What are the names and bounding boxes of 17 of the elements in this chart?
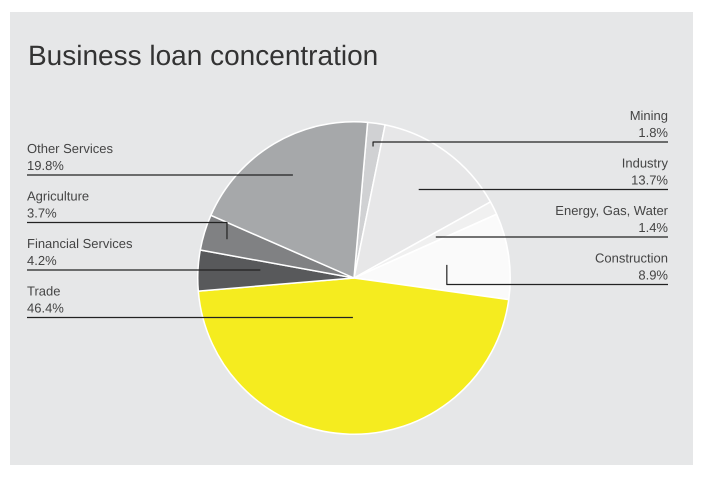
slice-label: Agriculture xyxy=(27,188,90,204)
slice-label: Construction xyxy=(595,250,668,266)
slice-label: Mining xyxy=(630,108,668,123)
slice-label: Trade xyxy=(27,284,60,298)
data-label: 1.4% xyxy=(638,220,668,235)
chart-title: Business loan concentration xyxy=(28,40,378,72)
data-label: 13.7% xyxy=(631,172,668,188)
slice-label: Industry xyxy=(622,156,668,170)
slice-label: Other Services xyxy=(27,141,114,156)
data-label: 46.4% xyxy=(27,300,64,316)
data-label: 1.8% xyxy=(638,125,668,140)
slice-label: Energy, Gas, Water xyxy=(555,203,669,218)
data-label: 8.9% xyxy=(638,268,668,282)
data-label: 4.2% xyxy=(27,253,58,268)
slice-label: Financial Services xyxy=(27,236,133,251)
data-label: 19.8% xyxy=(27,158,64,173)
data-label: 3.7% xyxy=(27,206,58,220)
